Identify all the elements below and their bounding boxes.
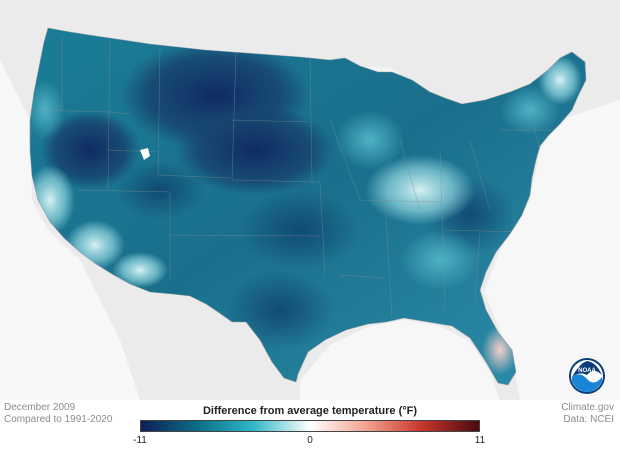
source-data-label: Data: NCEI (563, 414, 614, 425)
temperature-anomaly-map (0, 0, 620, 400)
source-info: Climate.gov Data: NCEI (561, 402, 614, 426)
period-label: December 2009 (4, 402, 76, 413)
legend-min-label: -11 (133, 435, 147, 446)
legend-title-text: Difference from average temperature (202, 405, 396, 417)
source-site-label: Climate.gov (561, 402, 614, 413)
baseline-label: Compared to 1991-2020 (4, 414, 113, 425)
legend-title: Difference from average temperature (°F) (140, 405, 480, 417)
legend-mid-label: 0 (307, 435, 313, 446)
legend-unit: (°F) (398, 405, 418, 417)
legend-max-label: 11 (474, 435, 486, 446)
legend-color-bar (140, 420, 480, 432)
noaa-logo: NOAA (568, 357, 606, 395)
noaa-logo-text: NOAA (578, 368, 596, 374)
map-period-info: December 2009 Compared to 1991-2020 (4, 402, 112, 426)
